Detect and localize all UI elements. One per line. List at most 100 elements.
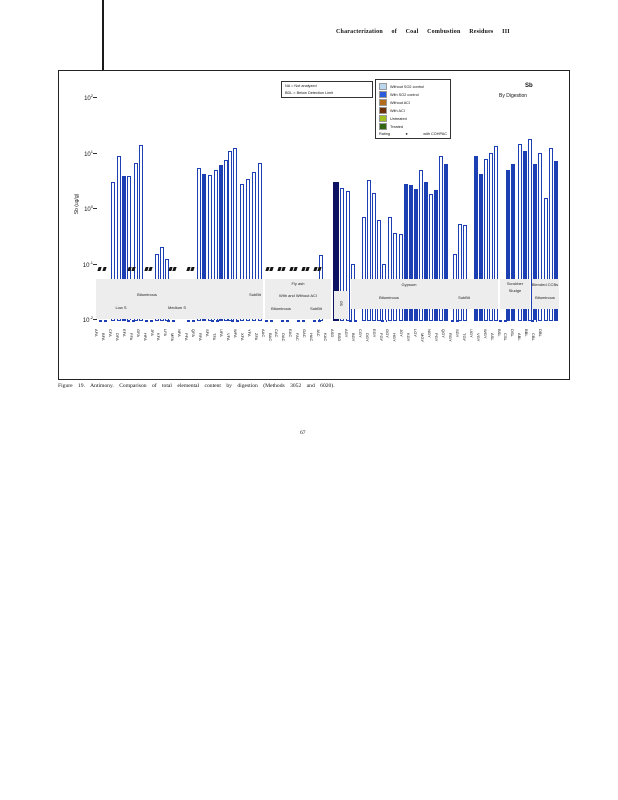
x-tick-label: BSD [336, 333, 342, 342]
y-tick-label: 10-2 [82, 315, 93, 324]
nd-marker [97, 267, 102, 271]
x-tick-label: JGY [399, 329, 405, 337]
bar [444, 164, 448, 321]
category-band-label: Medium S [167, 305, 187, 310]
figure-caption: Figure 19. Antimony. Comparison of total… [58, 383, 335, 389]
bdl-dash [167, 320, 175, 322]
bar [111, 181, 115, 321]
nd-marker [293, 267, 298, 271]
x-tick-label: WGY [482, 329, 488, 339]
bar [208, 175, 212, 321]
legend-item-label: Without SO2 control [390, 84, 424, 89]
legend-item-label: Treated [390, 124, 403, 129]
category-band-label: Bituminous [137, 292, 157, 297]
x-tick-label: CSL [503, 333, 509, 341]
nd-marker [102, 267, 107, 271]
category-band-label: Bituminous [271, 306, 291, 311]
nd-marker [148, 267, 153, 271]
y-tick-label: 102 [84, 93, 93, 102]
bdl-dash [127, 320, 135, 322]
nd-marker [305, 267, 310, 271]
x-tick-label: BSL [496, 329, 502, 337]
x-tick-label: KGY [406, 333, 412, 342]
bar [228, 151, 232, 321]
legend-item: Without SO2 control [379, 83, 447, 90]
category-band-label: Bituminous [379, 295, 399, 300]
legend-swatch [379, 91, 387, 98]
abbreviation-note-box: NA = Not analyzed BDL = Below Detection … [281, 81, 373, 98]
x-tick-label: PGY [434, 333, 440, 342]
x-tick-label: HFA [142, 333, 148, 341]
bar [554, 161, 558, 321]
bdl-dash [231, 320, 239, 322]
x-tick-label: GGY [385, 329, 391, 338]
category-band-label: Scrubber [506, 281, 524, 286]
legend-item-label: Untreated [390, 116, 407, 121]
legend-item: Treated [379, 123, 447, 130]
legend-item: With ACI [379, 107, 447, 114]
legend-swatch [379, 115, 387, 122]
x-tick-label: UFA [218, 329, 224, 337]
bar [399, 234, 403, 321]
bar [484, 159, 488, 321]
bar [224, 159, 228, 321]
chart-subtitle: By Digestion [499, 93, 528, 99]
x-tick-label: CGY [357, 329, 363, 338]
x-tick-label: ASL [489, 333, 495, 341]
bdl-dash [145, 320, 153, 322]
bar [246, 178, 250, 321]
bar [202, 173, 206, 321]
x-tick-label: NGY [427, 329, 433, 338]
page-number: 67 [300, 430, 306, 436]
bdl-dash [451, 320, 459, 322]
legend-swatch [379, 123, 387, 130]
legend-rating-row: Rating ● with COHPAC [379, 132, 447, 136]
category-band [500, 279, 530, 309]
bar [419, 169, 423, 321]
bar [533, 164, 537, 321]
legend-item: Untreated [379, 115, 447, 122]
legend-swatch [379, 99, 387, 106]
nd-marker [190, 267, 195, 271]
category-band-label: Blended CCBs [531, 282, 559, 287]
bar [333, 182, 339, 321]
bar [458, 223, 462, 321]
bar [240, 184, 244, 321]
bar [506, 169, 510, 321]
bar [544, 198, 548, 321]
x-tick-label: WFA [232, 329, 238, 338]
bar [439, 156, 443, 321]
y-tick-mark [93, 208, 97, 209]
x-tick-label: AGY [343, 329, 349, 338]
x-tick-label: ZFA [253, 333, 259, 341]
category-band-label: Bituminous [535, 295, 555, 300]
x-tick-label: DSL [510, 329, 516, 337]
y-tick-mark [93, 263, 97, 265]
legend-swatch [379, 107, 387, 114]
legend-box: Without SO2 control With SO2 control Witho… [375, 79, 451, 139]
bar [511, 164, 515, 321]
bar [340, 187, 344, 321]
x-tick-label: DBL [538, 329, 544, 337]
x-tick-label: MGY [420, 333, 426, 343]
x-tick-label: SGY [454, 329, 460, 338]
bdl-dash [265, 320, 273, 322]
x-tick-label: BAC [267, 333, 273, 342]
x-tick-label: QFA [191, 329, 197, 338]
bar [434, 190, 438, 321]
bdl-dash [499, 320, 507, 322]
category-band-label: Gypsum [401, 282, 417, 287]
bar [372, 192, 376, 321]
category-band [96, 279, 263, 319]
x-tick-label: QGY [441, 329, 446, 338]
category-band-label: Sludge [508, 288, 522, 293]
x-tick-label: JFA [149, 329, 155, 336]
bar [429, 193, 433, 321]
bdl-dash [313, 320, 321, 322]
x-tick-label: XFA [239, 333, 245, 341]
category-band [334, 291, 348, 319]
legend-item-label: With ACI [390, 108, 405, 113]
x-tick-label: DGY [364, 333, 370, 342]
legend-item: Without ACI [379, 99, 447, 106]
